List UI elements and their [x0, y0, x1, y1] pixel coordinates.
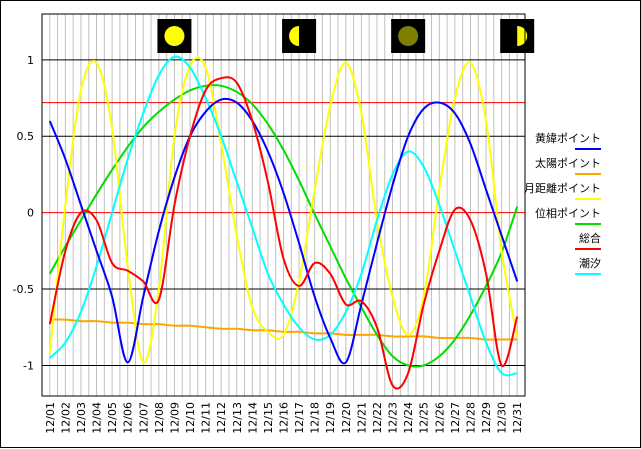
x-tick-label: 12/13: [231, 402, 244, 434]
y-tick-label: 0.5: [17, 130, 35, 143]
x-tick-label: 12/04: [91, 402, 104, 434]
y-tick-label: -0.5: [13, 283, 34, 296]
legend-label: 月距離ポイント: [524, 181, 601, 195]
x-tick-label: 12/14: [246, 402, 259, 434]
x-tick-label: 12/25: [418, 402, 431, 434]
x-tick-label: 12/30: [496, 402, 509, 434]
x-tick-label: 12/27: [449, 402, 462, 434]
x-tick-label: 12/01: [44, 402, 57, 434]
x-tick-label: 12/03: [75, 402, 88, 434]
series-line-5: [49, 55, 518, 377]
x-tick-label: 12/12: [215, 402, 228, 434]
x-tick-label: 12/09: [168, 402, 181, 434]
x-tick-label: 12/06: [122, 402, 135, 434]
x-tick-label: 12/29: [480, 402, 493, 434]
x-tick-label: 12/15: [262, 402, 275, 434]
y-tick-label: 1: [27, 54, 34, 67]
x-tick-label: 12/10: [184, 402, 197, 434]
series-line-1: [49, 318, 518, 341]
x-tick-label: 12/08: [153, 402, 166, 434]
x-tick-label: 12/23: [387, 402, 400, 434]
x-tick-label: 12/28: [464, 402, 477, 434]
legend-label: 総合: [579, 231, 601, 245]
x-tick-label: 12/11: [200, 402, 213, 434]
x-tick-label: 12/24: [402, 402, 415, 434]
x-tick-label: 12/07: [137, 402, 150, 434]
x-tick-label: 12/26: [433, 402, 446, 434]
moon-shadow: [299, 26, 310, 46]
moon-half: [289, 26, 300, 46]
legend-label: 位相ポイント: [535, 206, 601, 220]
x-tick-label: 12/05: [106, 402, 119, 434]
x-tick-label: 12/20: [340, 402, 353, 434]
x-tick-label: 12/16: [278, 402, 291, 434]
legend-label: 黄緯ポイント: [535, 131, 601, 145]
plot-border: [41, 13, 526, 397]
legend-label: 潮汐: [579, 256, 601, 270]
x-tick-label: 12/22: [371, 402, 384, 434]
series-line-0: [48, 97, 519, 365]
x-tick-label: 12/17: [293, 402, 306, 434]
legend-label: 太陽ポイント: [535, 157, 601, 170]
x-tick-label: 12/18: [309, 402, 322, 434]
y-tick-label: 0: [27, 207, 34, 220]
x-tick-label: 12/31: [511, 402, 524, 434]
x-tick-label: 12/21: [355, 402, 368, 434]
moon-disc: [398, 26, 419, 46]
x-tick-label: 12/19: [324, 402, 337, 434]
x-tick-label: 12/02: [59, 402, 72, 434]
moon-disc: [164, 26, 185, 46]
y-tick-label: -1: [23, 359, 34, 372]
series-line-2: [48, 56, 519, 364]
series-line-4: [48, 76, 519, 390]
series-line-3: [48, 84, 519, 368]
